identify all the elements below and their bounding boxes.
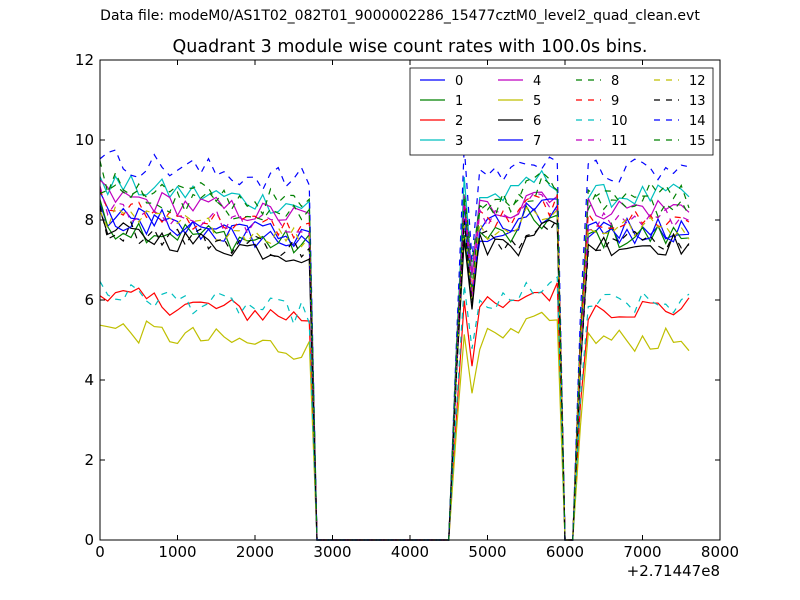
chart-title: Quadrant 3 module wise count rates with …	[172, 37, 648, 57]
x-tick-label: 0	[95, 543, 105, 561]
y-tick-label: 10	[75, 131, 94, 149]
legend-label: 12	[689, 74, 706, 89]
y-tick-label: 0	[84, 531, 94, 549]
x-tick-label: 7000	[623, 543, 661, 561]
series-line-5	[99, 311, 690, 541]
series-line-11	[99, 185, 690, 541]
axis-ticks: 0 1000 2000 3000 4000 5000 6000 7000 80000246810…	[75, 51, 739, 561]
legend-label: 2	[455, 114, 463, 129]
figure-suptitle: Data file: modeM0/AS1T02_082T01_90000022…	[100, 8, 700, 24]
x-tick-label: 6000	[546, 543, 584, 561]
series-line-7	[99, 191, 690, 541]
series-lines	[99, 146, 690, 541]
x-tick-label: 8000	[701, 543, 739, 561]
series-line-2	[99, 282, 690, 541]
x-tick-label: 4000	[391, 543, 429, 561]
y-tick-label: 6	[84, 291, 94, 309]
x-tick-label: 1000	[158, 543, 196, 561]
legend-label: 8	[611, 74, 619, 89]
series-line-13	[99, 205, 690, 541]
x-tick-label: 5000	[468, 543, 506, 561]
series-line-4	[99, 179, 690, 541]
series-line-15	[99, 175, 690, 541]
legend-label: 5	[533, 94, 541, 109]
y-tick-label: 2	[84, 451, 94, 469]
legend-frame	[409, 67, 714, 156]
y-tick-label: 12	[75, 51, 94, 69]
legend-label: 3	[455, 134, 463, 149]
legend-label: 9	[611, 94, 619, 109]
y-tick-label: 4	[84, 371, 94, 389]
series-line-6	[99, 209, 690, 541]
legend-label: 1	[455, 94, 463, 109]
x-axis-offset-label: +2.71447e8	[626, 562, 720, 580]
x-tick-label: 2000	[236, 543, 274, 561]
legend-label: 14	[689, 114, 706, 129]
legend-label: 7	[533, 134, 541, 149]
y-tick-label: 8	[84, 211, 94, 229]
legend-label: 13	[689, 94, 706, 109]
series-line-14	[99, 146, 690, 541]
x-tick-label: 3000	[313, 543, 351, 561]
legend-label: 11	[611, 134, 628, 149]
series-line-0	[99, 203, 690, 541]
series-line-12	[99, 205, 690, 541]
legend-label: 0	[455, 74, 463, 89]
legend-label: 6	[533, 114, 541, 129]
legend-label: 10	[611, 114, 628, 129]
legend-label: 4	[533, 74, 541, 89]
series-line-10	[99, 275, 690, 541]
legend-label: 15	[689, 134, 706, 149]
